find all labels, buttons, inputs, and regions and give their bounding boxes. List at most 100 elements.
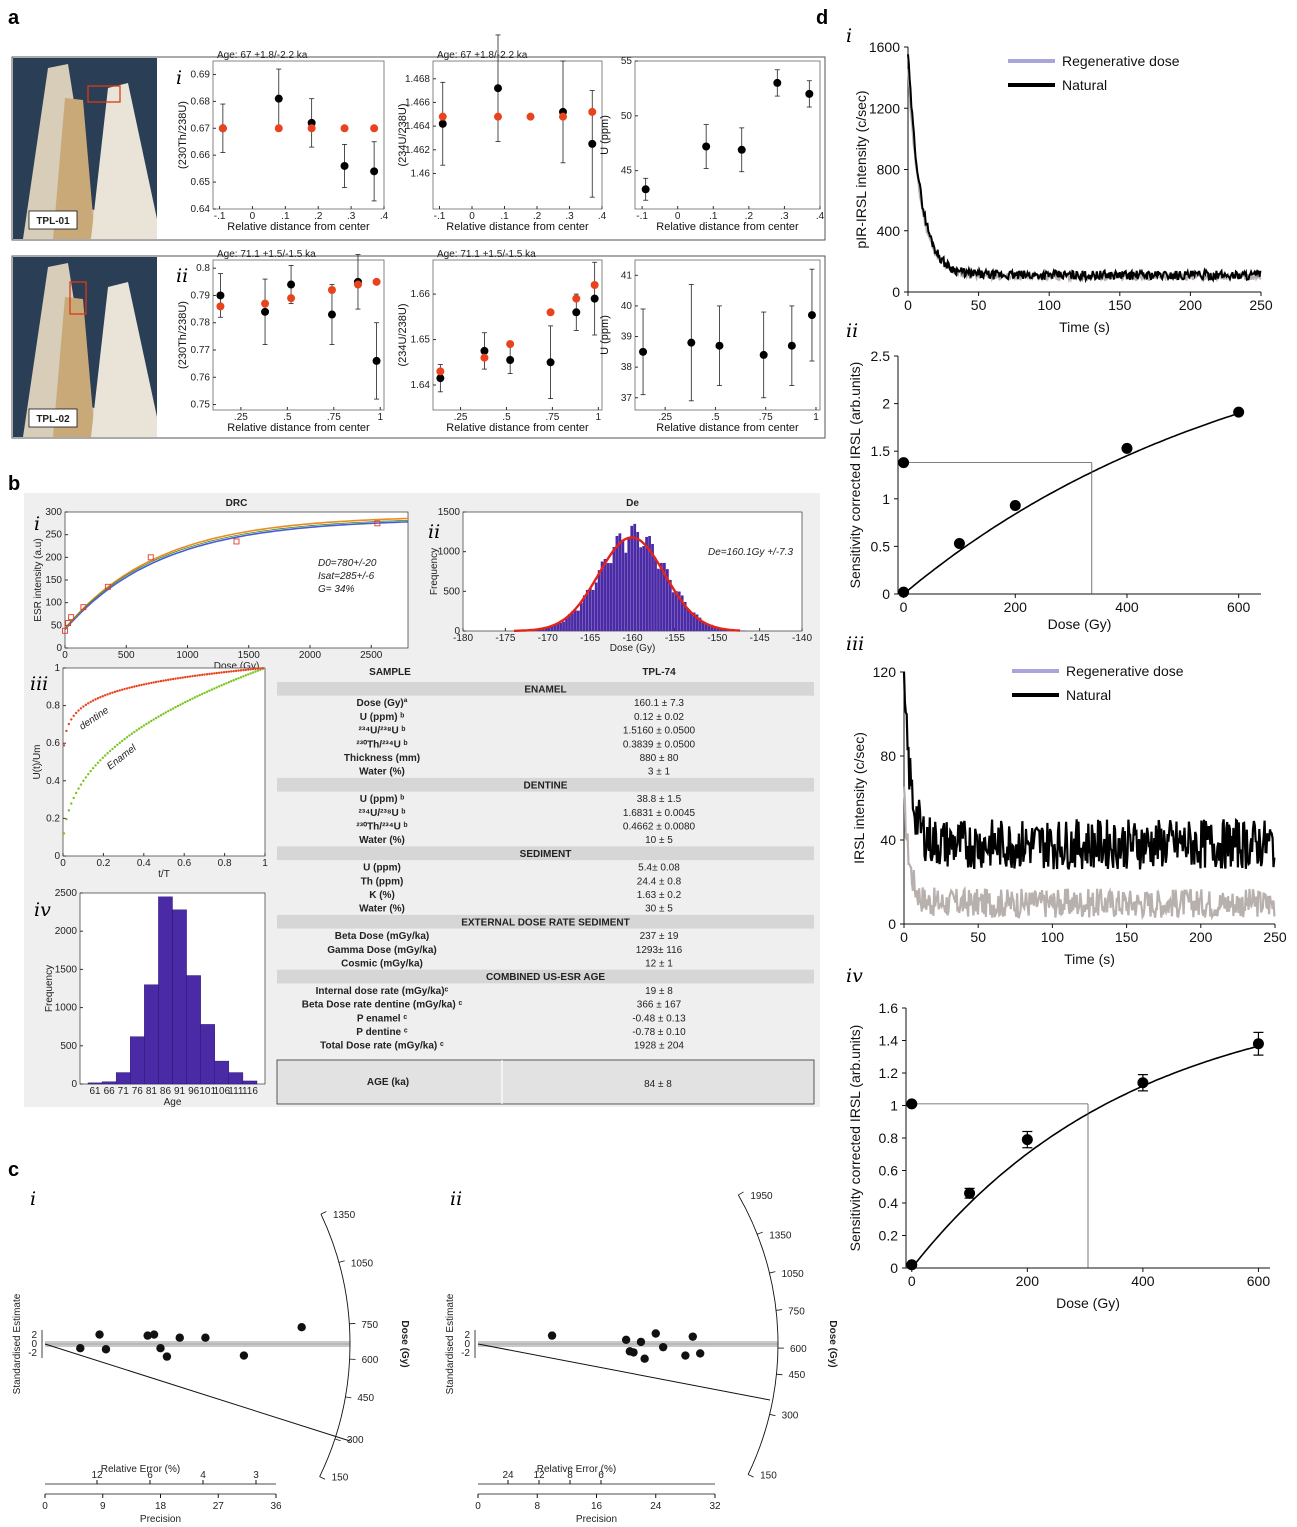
data-point <box>439 113 447 121</box>
x-tick-label: 400 <box>1131 1273 1155 1289</box>
enamel-point <box>203 673 205 675</box>
dentine-point <box>203 692 205 694</box>
histogram-bar <box>574 610 577 631</box>
re-tick-label: 3 <box>253 1470 259 1481</box>
table-row-value: 880 ± 80 <box>640 753 679 764</box>
age-value: 84 ± 8 <box>644 1079 672 1090</box>
histogram-bar <box>592 590 595 631</box>
dentine-point <box>189 699 191 701</box>
y-tick-label: 800 <box>877 162 901 178</box>
dentine-point <box>123 738 125 740</box>
y-tick-label: 0.78 <box>191 318 211 329</box>
dose-tick-label: 300 <box>347 1435 364 1446</box>
data-point <box>591 295 599 303</box>
data-point <box>370 167 378 175</box>
dentine-point <box>237 677 239 679</box>
sublabel-b-ii: ii <box>428 521 440 543</box>
y-tick-label: 1 <box>54 663 60 674</box>
dose-tick-label: 1050 <box>781 1269 804 1280</box>
y-tick-label: 39 <box>621 332 633 343</box>
y-tick-label: 250 <box>45 530 62 541</box>
dentine-point <box>157 715 159 717</box>
dentine-point <box>213 687 215 689</box>
enamel-point <box>80 707 82 709</box>
enamel-point <box>160 680 162 682</box>
x-axis-label: Relative distance from center <box>446 221 589 233</box>
x-tick-label: 1 <box>378 412 384 423</box>
plot-frame <box>433 61 602 209</box>
dentine-point <box>119 742 121 744</box>
y-tick-label: 0.2 <box>46 813 60 824</box>
dentine-point <box>94 764 96 766</box>
enamel-point <box>77 709 79 711</box>
dentine-point <box>225 682 227 684</box>
fit-curve <box>904 413 1239 594</box>
x-tick-label: 0 <box>900 929 908 945</box>
data-point <box>156 1344 164 1352</box>
table-row-value: -0.48 ± 0.13 <box>632 1013 686 1024</box>
data-point <box>494 84 502 92</box>
data-point <box>808 311 816 319</box>
histogram-bar <box>672 592 675 631</box>
table-section-label: COMBINED US-ESR AGE <box>486 972 605 983</box>
enamel-point <box>145 683 147 685</box>
x-axis-label: Relative distance from center <box>656 422 799 434</box>
table-row-label: Dose (Gy)ª <box>357 698 408 709</box>
dose-tick <box>757 1232 763 1234</box>
dentine-point <box>216 686 218 688</box>
y-tick-label: 0.65 <box>191 177 211 188</box>
data-point <box>76 1344 84 1352</box>
plot-frame <box>63 668 265 856</box>
x-tick-label: 600 <box>1227 599 1251 615</box>
y-tick-label: 55 <box>621 56 633 67</box>
dentine-point <box>182 702 184 704</box>
histogram-bar <box>624 553 627 631</box>
data-point <box>738 146 746 154</box>
dentine-point <box>177 705 179 707</box>
dose-tick-label: 150 <box>760 1470 777 1481</box>
data-point <box>637 1338 645 1346</box>
panel-label-a: a <box>8 7 20 29</box>
histogram-bar <box>627 537 630 631</box>
x-tick-label: -.1 <box>214 211 226 222</box>
dentine-point <box>148 721 150 723</box>
enamel-point <box>73 715 75 717</box>
y-tick-label: 2.5 <box>871 348 891 364</box>
dentine-point <box>97 762 99 764</box>
table-row-label: Water (%) <box>359 835 405 846</box>
enamel-point <box>186 676 188 678</box>
x-tick-label: -.1 <box>636 211 648 222</box>
table-row-label: U (ppm) ᵇ <box>360 794 405 805</box>
data-point <box>906 1259 917 1270</box>
data-point <box>328 286 336 294</box>
y-tick-label: 0.4 <box>46 776 60 787</box>
dentine-point <box>220 684 222 686</box>
histogram-bar <box>229 1073 243 1084</box>
y-axis-label: U (ppm) <box>599 115 611 155</box>
data-point <box>373 357 381 365</box>
sublabel-d-iii: iii <box>846 633 864 655</box>
y-axis-label: Standardised Estimate <box>445 1293 456 1394</box>
x-tick-label: 0 <box>900 599 908 615</box>
dentine-point <box>138 728 140 730</box>
table-row-label: Thickness (mm) <box>344 753 420 764</box>
y-axis-label: IRSL intensity (c/sec) <box>851 732 867 864</box>
y-tick-label: 0.77 <box>191 345 211 356</box>
re-tick-label: 8 <box>567 1470 573 1481</box>
y-tick-label: 1600 <box>869 39 900 55</box>
age-row-box <box>277 1060 814 1104</box>
x-tick-label: 0 <box>60 858 66 869</box>
enamel-point <box>194 675 196 677</box>
dentine-point <box>111 748 113 750</box>
re-tick-label: 12 <box>91 1470 103 1481</box>
table-section-label: ENAMEL <box>524 685 566 696</box>
x-tick-label: 50 <box>970 929 986 945</box>
enamel-point <box>82 705 84 707</box>
y-axis-label: (234U/238U) <box>397 304 409 367</box>
x-axis-label: Time (s) <box>1059 319 1110 335</box>
dentine-point <box>186 700 188 702</box>
y-axis-label: Sensitivity corrected IRSL (arb.units) <box>847 1025 863 1252</box>
x-tick-label: -.1 <box>434 211 446 222</box>
sublabel-a-ii: ii <box>176 265 188 287</box>
y-tick-label: 38 <box>621 362 633 373</box>
